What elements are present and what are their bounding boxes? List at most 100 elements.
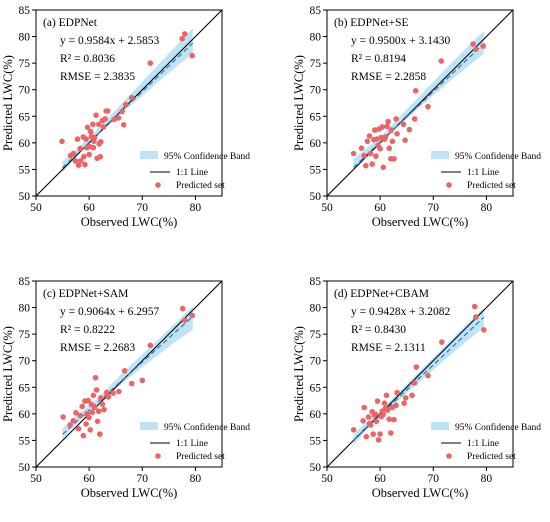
y-tick-label: 55 <box>310 164 322 176</box>
data-point <box>363 433 370 440</box>
data-point <box>98 139 104 145</box>
data-point <box>374 398 381 404</box>
data-point <box>104 108 111 114</box>
data-point <box>115 115 122 121</box>
data-point <box>369 161 376 167</box>
one-to-one-line <box>327 10 513 196</box>
data-point <box>97 431 103 437</box>
data-point <box>366 133 373 139</box>
legend-point-swatch <box>155 182 161 188</box>
one-to-one-line <box>36 10 222 196</box>
data-point <box>121 368 128 374</box>
data-point <box>98 395 104 401</box>
one-to-one-line <box>327 281 513 467</box>
data-point <box>401 400 407 407</box>
x-tick-label: 70 <box>428 473 440 485</box>
data-point <box>86 414 92 421</box>
panel-title: (a) EDPNet <box>43 17 98 29</box>
data-point <box>90 392 97 399</box>
data-point <box>77 158 84 164</box>
data-point <box>147 342 154 349</box>
y-tick-label: 70 <box>310 85 322 97</box>
y-tick-label: 70 <box>19 85 31 97</box>
y-tick-label: 55 <box>310 435 322 447</box>
data-point <box>377 431 383 437</box>
data-point <box>128 94 135 101</box>
data-point <box>402 137 408 143</box>
data-point <box>84 124 91 131</box>
x-axis-label: Observed LWC(%) <box>81 215 178 229</box>
data-point <box>90 121 96 128</box>
data-point <box>480 43 487 49</box>
data-point <box>394 389 400 396</box>
data-point <box>59 138 65 145</box>
data-point <box>379 124 386 130</box>
y-tick-label: 60 <box>310 409 322 421</box>
data-point <box>358 145 365 151</box>
data-point <box>425 372 431 379</box>
legend-label-line: 1:1 Line <box>176 168 208 178</box>
data-point <box>91 134 98 141</box>
data-point <box>93 112 99 118</box>
y-axis-label: Predicted LWC(%) <box>292 326 306 422</box>
data-point <box>374 136 380 142</box>
data-point <box>439 339 445 345</box>
regression-fit-line <box>62 315 194 435</box>
data-point <box>372 127 378 133</box>
y-tick-label: 65 <box>19 111 31 123</box>
data-point <box>373 418 380 425</box>
data-point <box>95 408 102 415</box>
y-tick-label: 50 <box>310 462 322 474</box>
data-point <box>350 150 357 157</box>
data-point <box>393 116 399 122</box>
data-point <box>388 127 395 133</box>
data-point <box>91 404 98 411</box>
x-tick-label: 60 <box>83 473 95 485</box>
y-tick-label: 60 <box>310 138 322 150</box>
y-tick-label: 85 <box>19 5 31 17</box>
data-point <box>481 327 487 333</box>
data-point <box>82 161 88 168</box>
legend-band-swatch <box>431 422 449 430</box>
data-point <box>365 414 372 420</box>
legend-band-swatch <box>140 422 158 430</box>
data-point <box>375 437 382 443</box>
stats-annotation: y = 0.9584x + 2.5853 <box>60 35 159 47</box>
x-axis-label: Observed LWC(%) <box>372 215 469 229</box>
chart-panel-4: 50 60 70 80 50 55 60 65 70 75 80 85 Observed LWC(%) P… <box>292 276 541 500</box>
data-point <box>93 387 100 393</box>
y-tick-label: 50 <box>19 462 31 474</box>
data-point <box>473 314 479 320</box>
data-point <box>75 425 82 432</box>
data-point <box>189 312 195 319</box>
legend-label-line: 1:1 Line <box>176 439 208 449</box>
x-tick-label: 60 <box>374 473 386 485</box>
data-point <box>384 407 391 413</box>
y-tick-label: 55 <box>19 435 31 447</box>
y-tick-label: 60 <box>19 409 31 421</box>
legend-label-band: 95% Confidence Band <box>455 422 541 433</box>
data-point <box>409 392 415 399</box>
data-point <box>179 35 185 42</box>
chart-panel-3: 50 60 70 80 50 55 60 65 70 75 80 85 Observed LWC(%) P… <box>1 276 250 500</box>
data-point <box>372 411 379 418</box>
stats-annotation: RMSE = 2.3835 <box>60 71 135 83</box>
x-tick-label: 80 <box>190 473 202 485</box>
stats-annotation: R² = 0.8194 <box>351 53 406 65</box>
y-tick-label: 75 <box>310 329 322 341</box>
panel-title: (b) EDPNet+SE <box>334 17 409 29</box>
y-axis-label: Predicted LWC(%) <box>1 326 15 422</box>
data-point <box>120 122 127 128</box>
data-point <box>182 31 188 37</box>
legend-label-line: 1:1 Line <box>467 168 499 178</box>
y-tick-label: 75 <box>19 329 31 341</box>
data-point <box>97 153 104 160</box>
stats-annotation: RMSE = 2.1311 <box>351 342 426 354</box>
data-point <box>99 401 106 408</box>
y-tick-label: 70 <box>19 356 31 368</box>
regression-fit-line <box>353 316 485 441</box>
data-point <box>67 422 73 428</box>
data-point <box>361 152 368 159</box>
data-point <box>102 116 108 122</box>
stats-annotation: R² = 0.8222 <box>60 324 115 336</box>
